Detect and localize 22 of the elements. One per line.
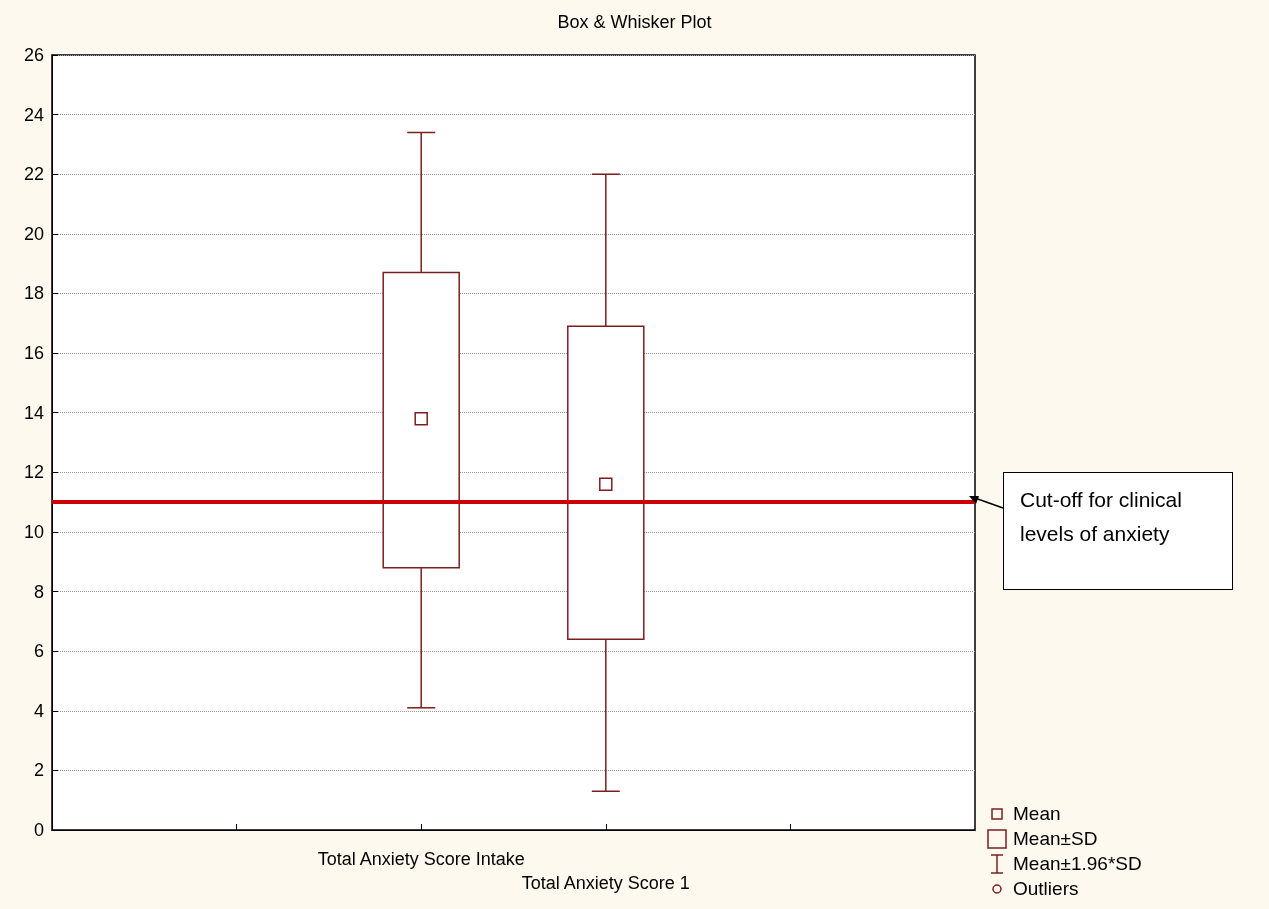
y-tick-label: 6 xyxy=(33,641,44,662)
y-tick-label: 4 xyxy=(33,700,44,721)
text: Mean±SD xyxy=(1013,827,1098,851)
ref-line-label: Cut-off for clinical levels of anxiety xyxy=(1003,472,1233,591)
y-tick-label: 14 xyxy=(23,402,44,423)
y-tick-label: 2 xyxy=(33,760,44,781)
y-tick-label: 24 xyxy=(23,104,44,125)
y-tick-label: 12 xyxy=(23,462,44,483)
y-tick-label: 22 xyxy=(23,164,44,185)
text: Mean±1.96*SD xyxy=(1013,852,1142,876)
x-tick-label: Total Anxiety Score Intake xyxy=(316,848,526,870)
y-tick-label: 20 xyxy=(23,223,44,244)
text: Mean xyxy=(1013,802,1061,826)
y-tick-label: 16 xyxy=(23,343,44,364)
y-tick-label: 18 xyxy=(23,283,44,304)
y-tick-label: 0 xyxy=(33,820,44,840)
x-tick-label: Total Anxiety Score 1 xyxy=(520,872,691,894)
chart-title: Box & Whisker Plot xyxy=(557,12,712,32)
y-tick-label: 10 xyxy=(23,521,44,542)
y-tick-label: 26 xyxy=(23,45,44,65)
text: Outliers xyxy=(1013,877,1079,901)
y-tick-label: 8 xyxy=(33,581,44,602)
